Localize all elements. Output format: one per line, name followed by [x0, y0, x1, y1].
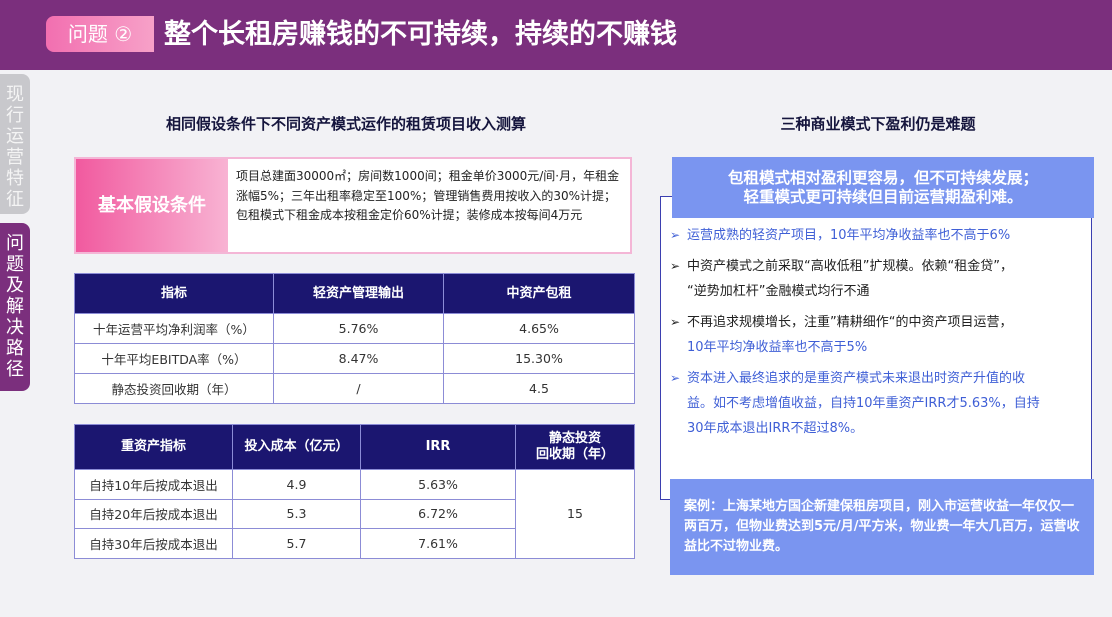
bullet-line: 中资产模式之前采取“高收低租”扩规模。依赖“租金贷”，	[687, 259, 1013, 274]
table-cell: 自持20年后按成本退出	[74, 498, 233, 529]
side-tab-current-features[interactable]: 现 行 运 营 特 征	[0, 74, 30, 214]
side-tab-char: 径	[6, 359, 24, 380]
bullet-item: ➢ 中资产模式之前采取“高收低租”扩规模。依赖“租金贷”， “逆势加杠杆”金融模…	[670, 254, 1085, 304]
table-header-row: 重资产指标 投入成本（亿元） IRR 静态投资 回收期（年）	[74, 424, 635, 470]
banner-line: 轻重模式更可持续但目前运营期盈利难。	[743, 188, 1023, 206]
side-tab-char: 路	[6, 338, 24, 359]
side-tab-char: 题	[6, 254, 24, 275]
side-tab-char: 特	[6, 168, 24, 189]
right-section-title: 三种商业模式下盈利仍是难题	[780, 115, 976, 133]
right-panel	[660, 196, 1092, 500]
table-cell: 十年平均EBITDA率（%）	[74, 343, 274, 374]
table-header-cell: 投入成本（亿元）	[232, 424, 361, 470]
bullet-line: 运营成熟的轻资产项目，10年平均净收益率也不高于6%	[687, 228, 1011, 243]
table-cell: 15.30%	[443, 343, 635, 374]
side-tab-char: 解	[6, 296, 24, 317]
side-tab-problems-solutions[interactable]: 问 题 及 解 决 路 径	[0, 223, 30, 391]
table-cell: 自持30年后按成本退出	[74, 528, 233, 559]
header-bar: 问题 ② 整个长租房赚钱的不可持续，持续的不赚钱	[0, 0, 1112, 70]
side-tab-char: 决	[6, 317, 24, 338]
table-cell: 7.61%	[360, 528, 516, 559]
bullet-item: ➢ 资本进入最终追求的是重资产模式未来退出时资产升值的收 益。如不考虑增值收益，…	[670, 366, 1085, 441]
table-row: 静态投资回收期（年） / 4.5	[74, 373, 635, 404]
side-tab-char: 现	[6, 84, 24, 105]
asset-model-table: 指标 轻资产管理输出 中资产包租 十年运营平均净利润率（%） 5.76% 4.6…	[74, 273, 635, 404]
assumption-label: 基本假设条件	[76, 159, 228, 252]
bullet-item: ➢ 不再追求规模增长，注重”精耕细作“的中资产项目运营， 10年平均净收益率也不…	[670, 310, 1085, 360]
bullet-line: “逆势加杠杆”金融模式均行不通	[687, 284, 870, 299]
arrow-icon: ➢	[670, 315, 681, 329]
heavy-asset-table: 重资产指标 投入成本（亿元） IRR 静态投资 回收期（年） 自持10年后按成本退…	[74, 424, 635, 559]
case-study-box: 案例：上海某地方国企新建保租房项目，刚入市运营收益一年仅仅一两百万，但物业费达到…	[670, 479, 1094, 575]
bullet-line: 30年成本退出IRR不超过8%。	[687, 421, 864, 436]
table-header-row: 指标 轻资产管理输出 中资产包租	[74, 273, 635, 314]
side-tab-char: 营	[6, 147, 24, 168]
table-cell: 静态投资回收期（年）	[74, 373, 274, 404]
table-cell: 自持10年后按成本退出	[74, 469, 233, 500]
assumption-text: 项目总建面30000㎡；房间数1000间；租金单价3000元/间·月，年租金涨幅…	[236, 169, 620, 222]
page-title: 整个长租房赚钱的不可持续，持续的不赚钱	[164, 19, 677, 50]
side-tab-char: 问	[6, 233, 24, 254]
table-header-cell: 指标	[74, 273, 274, 314]
side-tab-char: 及	[6, 275, 24, 296]
table-cell: 4.65%	[443, 313, 635, 344]
table-cell: 8.47%	[273, 343, 444, 374]
payback-header-line1: 静态投资	[548, 431, 601, 446]
assumption-box: 基本假设条件 项目总建面30000㎡；房间数1000间；租金单价3000元/间·…	[74, 157, 632, 254]
question-tag: 问题 ②	[46, 16, 154, 52]
table-row: 十年平均EBITDA率（%） 8.47% 15.30%	[74, 343, 635, 374]
table-row: 十年运营平均净利润率（%） 5.76% 4.65%	[74, 313, 635, 344]
table-row: 自持10年后按成本退出 4.9 5.63% 15	[74, 469, 635, 559]
table-cell: 5.3	[232, 498, 361, 529]
table-header-cell: IRR	[360, 424, 516, 470]
table-header-cell: 中资产包租	[443, 273, 635, 314]
table-row: 自持30年后按成本退出 5.7 7.61%	[74, 528, 635, 559]
conclusion-banner: 包租模式相对盈利更容易，但不可持续发展； 轻重模式更可持续但目前运营期盈利难。	[672, 157, 1094, 218]
bullet-line: 益。如不考虑增值收益，自持10年重资产IRR才5.63%，自持	[687, 396, 1040, 411]
table-header-cell: 静态投资 回收期（年）	[515, 424, 635, 470]
table-cell: 4.9	[232, 469, 361, 500]
table-cell: 5.63%	[360, 469, 516, 500]
bullet-item: ➢ 运营成熟的轻资产项目，10年平均净收益率也不高于6%	[670, 223, 1085, 248]
table-header-cell: 重资产指标	[74, 424, 233, 470]
payback-header-line2: 回收期（年）	[535, 447, 614, 462]
left-section-title: 相同假设条件下不同资产模式运作的租赁项目收入测算	[165, 115, 526, 133]
side-tab-char: 征	[6, 189, 24, 210]
table-cell: 5.7	[232, 528, 361, 559]
side-tab-char: 行	[6, 105, 24, 126]
arrow-icon: ➢	[670, 228, 681, 242]
arrow-icon: ➢	[670, 259, 681, 273]
side-tab-char: 运	[6, 126, 24, 147]
bullet-line: 不再追求规模增长，注重”精耕细作“的中资产项目运营，	[687, 315, 1013, 330]
table-cell: 5.76%	[273, 313, 444, 344]
bullet-line: 资本进入最终追求的是重资产模式未来退出时资产升值的收	[687, 371, 1026, 386]
payback-cell: 15	[515, 469, 635, 559]
table-cell: 4.5	[443, 373, 635, 404]
table-header-cell: 轻资产管理输出	[273, 273, 444, 314]
table-cell: 十年运营平均净利润率（%）	[74, 313, 274, 344]
banner-line: 包租模式相对盈利更容易，但不可持续发展；	[727, 169, 1038, 187]
bullet-list: ➢ 运营成熟的轻资产项目，10年平均净收益率也不高于6% ➢ 中资产模式之前采取…	[670, 223, 1085, 447]
table-cell: 6.72%	[360, 498, 516, 529]
table-cell: /	[273, 373, 444, 404]
bullet-line: 10年平均净收益率也不高于5%	[687, 340, 868, 355]
arrow-icon: ➢	[670, 371, 681, 385]
table-row: 自持20年后按成本退出 5.3 6.72%	[74, 498, 635, 529]
